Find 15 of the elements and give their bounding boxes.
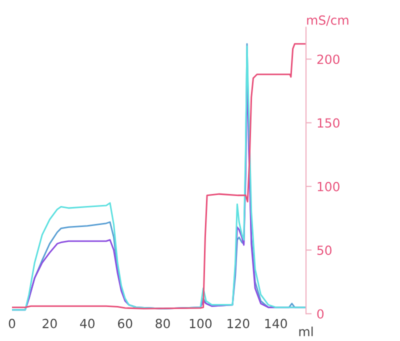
x-tick-label: 120 [228, 318, 250, 328]
x-tick-label: 60 [118, 318, 132, 328]
y-tick-label: 150 [318, 118, 340, 128]
x-tick-label: 140 [265, 318, 287, 328]
x-axis-title: ml [299, 326, 313, 336]
x-tick-label: 80 [156, 318, 170, 328]
x-tick-label: 100 [190, 318, 212, 328]
x-tick-label: 0 [8, 318, 16, 328]
x-tick-label: 20 [42, 318, 57, 328]
y-tick-label: 0 [317, 309, 324, 319]
y-axis-title: mS/cm [307, 15, 348, 26]
y-tick-label: 50 [317, 246, 332, 255]
y-tick-label: 100 [318, 182, 340, 192]
y-tick-label: 200 [317, 54, 340, 64]
x-tick-label: 40 [80, 318, 95, 328]
